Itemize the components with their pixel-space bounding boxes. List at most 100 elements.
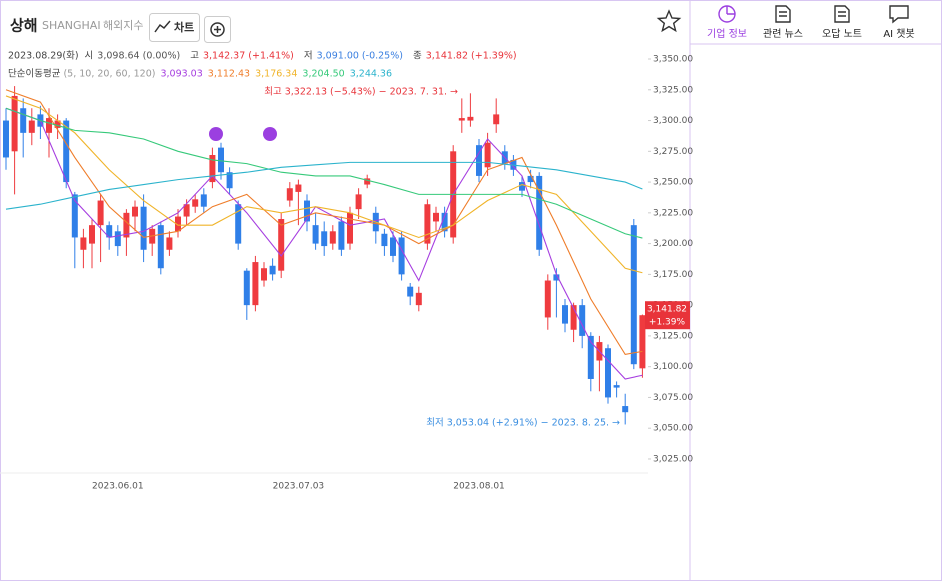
candle-body — [433, 212, 439, 222]
candle-body — [226, 172, 233, 189]
candle-body — [89, 225, 95, 244]
candle-body — [97, 200, 104, 226]
candle-body — [140, 206, 147, 250]
ma-legend-value: 3,204.50 — [302, 69, 344, 80]
candle-body — [613, 385, 620, 388]
ma-legend-value: 3,112.43 — [208, 69, 250, 80]
info-value: 3,142.37 (+1.41%) — [203, 51, 294, 62]
candle-body — [192, 199, 199, 207]
y-tick-label: 3,275.00 — [653, 147, 693, 157]
candle-body — [312, 225, 319, 244]
candle-body — [261, 268, 267, 281]
favorite-star[interactable] — [656, 9, 682, 33]
candle-body — [243, 270, 250, 306]
candle-body — [3, 120, 9, 158]
y-tick-label: 3,175.00 — [653, 270, 693, 280]
candle-body — [166, 237, 173, 250]
candle-body — [407, 286, 414, 297]
event-icon[interactable] — [209, 127, 223, 141]
candle-body — [544, 280, 551, 318]
candle-body — [338, 221, 345, 250]
add-button[interactable] — [204, 16, 231, 43]
candle-body — [329, 231, 336, 244]
candle-body — [424, 204, 431, 244]
info-label: 저 — [304, 51, 313, 62]
moving-average — [5, 95, 643, 274]
moving-average — [5, 107, 643, 239]
annotation: 최고 3,322.13 (−5.43%) − 2023. 7. 31. → — [264, 87, 458, 98]
x-tick-label: 2023.08.01 — [453, 482, 505, 492]
candle-body — [587, 335, 594, 379]
candle-body — [269, 265, 276, 275]
candle-body — [527, 175, 534, 183]
candle-body — [605, 348, 611, 398]
candle-body — [183, 204, 190, 217]
info-label: 고 — [190, 51, 199, 62]
candle-body — [476, 145, 482, 176]
y-tick-label: 3,200.00 — [653, 239, 693, 249]
candle-body — [106, 225, 113, 238]
candle-body — [132, 206, 138, 217]
moving-average — [5, 161, 643, 210]
candle-body — [46, 118, 52, 133]
tab-label[interactable]: 기업 정보 — [707, 27, 747, 40]
candle-body — [54, 120, 61, 128]
candle-body — [235, 204, 242, 244]
candle-body — [80, 237, 87, 250]
y-tick-label: 3,050.00 — [653, 424, 693, 434]
ma-title: 단순이동평균 — [8, 69, 61, 80]
candle-body — [381, 233, 388, 247]
chart-button-label[interactable]: 차트 — [174, 20, 194, 34]
candle-body — [441, 212, 448, 232]
event-icon[interactable] — [263, 127, 277, 141]
candle-body — [622, 406, 629, 413]
tab-label[interactable]: 오답 노트 — [822, 28, 862, 40]
y-tick-label: 3,025.00 — [653, 454, 693, 464]
candle-body — [71, 194, 78, 238]
candle-body — [114, 231, 121, 247]
y-tick-label: 3,325.00 — [653, 85, 693, 95]
index-code: SHANGHAI — [42, 19, 101, 32]
candle-body — [175, 216, 181, 232]
x-tick-label: 2023.07.03 — [273, 482, 325, 492]
y-tick-label: 3,225.00 — [653, 208, 693, 218]
market: 해외지수 — [103, 18, 143, 32]
ma-legend-value: 3,244.36 — [350, 69, 392, 80]
chart: 2023.08.29(화) 시 3,098.64 (0.00%) 고 3,142.37 … — [3, 51, 693, 492]
price-tag-change: +1.39% — [649, 318, 686, 328]
candle-body — [200, 194, 207, 207]
candle-body — [11, 95, 18, 152]
info-label: 종 — [413, 51, 422, 62]
candle-body — [467, 116, 474, 121]
annotation: 최저 3,053.04 (+2.91%) − 2023. 8. 25. → — [426, 418, 620, 429]
candle-body — [209, 155, 216, 183]
candle-body — [536, 175, 543, 250]
candle-body — [157, 225, 164, 269]
tab-icons — [718, 5, 909, 24]
tab-label[interactable]: AI 챗봇 — [883, 28, 914, 40]
y-tick-label: 3,350.00 — [653, 55, 693, 65]
y-tick-label: 3,300.00 — [653, 116, 693, 126]
chart-button[interactable]: 차트 — [149, 13, 200, 42]
candle-body — [218, 147, 224, 173]
candle-body — [562, 305, 568, 324]
candle-body — [295, 184, 302, 192]
ma-legend-value: 3,093.03 — [160, 69, 202, 80]
price-tag-price: 3,141.82 — [647, 305, 687, 315]
candle-body — [63, 120, 70, 183]
info-value: 3,141.82 (+1.39%) — [426, 51, 517, 62]
y-tick-label: 3,125.00 — [653, 331, 693, 341]
ma-legend-value: 3,176.34 — [255, 69, 297, 80]
info-value: 3,098.64 (0.00%) — [97, 51, 180, 62]
candle-body — [390, 237, 396, 256]
candle-body — [20, 108, 27, 133]
candle-body — [123, 212, 130, 238]
candle-body — [28, 120, 35, 133]
candle-body — [286, 188, 293, 201]
x-tick-label: 2023.06.01 — [92, 482, 144, 492]
candle-body — [321, 231, 328, 247]
tab-label[interactable]: 관련 뉴스 — [763, 28, 803, 40]
candle-body — [252, 262, 259, 306]
y-tick-label: 3,075.00 — [653, 393, 693, 403]
